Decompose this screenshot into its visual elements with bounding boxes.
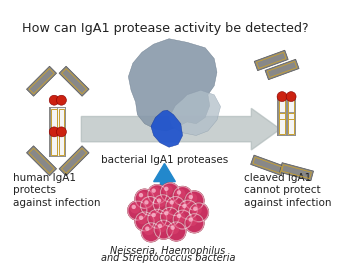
Polygon shape — [277, 96, 287, 121]
Polygon shape — [265, 59, 299, 80]
Polygon shape — [57, 108, 66, 131]
Polygon shape — [59, 146, 89, 176]
Circle shape — [181, 202, 191, 213]
Polygon shape — [279, 163, 314, 181]
Circle shape — [170, 200, 174, 205]
Circle shape — [182, 204, 187, 208]
FancyArrow shape — [154, 164, 175, 211]
Polygon shape — [56, 107, 66, 132]
Circle shape — [170, 225, 175, 230]
Circle shape — [140, 196, 160, 216]
Circle shape — [164, 211, 169, 215]
Text: bacterial IgA1 proteases: bacterial IgA1 proteases — [101, 155, 228, 165]
Polygon shape — [287, 112, 295, 136]
Circle shape — [160, 183, 180, 202]
Polygon shape — [251, 155, 285, 176]
Polygon shape — [27, 146, 56, 176]
Circle shape — [130, 203, 140, 213]
Circle shape — [160, 207, 180, 227]
Circle shape — [152, 213, 156, 217]
Circle shape — [188, 217, 193, 222]
Polygon shape — [59, 66, 89, 96]
Circle shape — [173, 186, 193, 206]
Circle shape — [56, 127, 66, 137]
Circle shape — [147, 209, 167, 228]
Polygon shape — [151, 110, 183, 147]
FancyArrow shape — [81, 108, 280, 150]
Polygon shape — [128, 39, 217, 131]
Circle shape — [193, 207, 197, 211]
Circle shape — [189, 202, 209, 222]
Circle shape — [177, 214, 181, 218]
Polygon shape — [278, 112, 286, 136]
Circle shape — [177, 190, 181, 195]
Circle shape — [157, 199, 161, 203]
Circle shape — [139, 216, 143, 220]
Circle shape — [145, 227, 149, 231]
Circle shape — [178, 200, 198, 220]
Circle shape — [135, 189, 155, 209]
Circle shape — [150, 187, 160, 197]
Polygon shape — [56, 132, 66, 157]
Circle shape — [175, 189, 185, 199]
Circle shape — [187, 216, 197, 226]
Circle shape — [168, 199, 178, 209]
Circle shape — [169, 224, 179, 234]
Circle shape — [164, 187, 169, 191]
Circle shape — [139, 193, 143, 197]
Text: and Streptococcus bacteria: and Streptococcus bacteria — [101, 253, 235, 263]
Circle shape — [132, 205, 136, 209]
Circle shape — [277, 92, 287, 102]
Polygon shape — [50, 108, 58, 131]
Circle shape — [143, 199, 153, 209]
Text: cleaved IgA1
cannot protect
against infection: cleaved IgA1 cannot protect against infe… — [244, 172, 332, 208]
Circle shape — [153, 194, 173, 214]
Polygon shape — [49, 132, 59, 157]
Circle shape — [147, 184, 167, 204]
Polygon shape — [277, 111, 287, 136]
Polygon shape — [57, 133, 66, 156]
Circle shape — [154, 220, 173, 239]
Circle shape — [162, 209, 173, 220]
Circle shape — [150, 211, 160, 221]
Circle shape — [192, 205, 202, 215]
Text: human IgA1
protects
against infection: human IgA1 protects against infection — [13, 172, 100, 208]
Circle shape — [188, 195, 193, 199]
Circle shape — [56, 95, 66, 105]
Circle shape — [152, 188, 156, 193]
Circle shape — [141, 222, 161, 242]
Circle shape — [173, 210, 193, 230]
Circle shape — [49, 95, 59, 105]
Circle shape — [49, 127, 59, 137]
Circle shape — [158, 224, 162, 228]
Circle shape — [137, 214, 147, 224]
Circle shape — [144, 200, 149, 205]
Circle shape — [128, 200, 147, 220]
Circle shape — [137, 191, 147, 202]
Polygon shape — [286, 96, 296, 121]
Polygon shape — [254, 50, 288, 71]
Polygon shape — [50, 133, 58, 156]
Circle shape — [175, 212, 185, 223]
Circle shape — [166, 221, 186, 241]
Circle shape — [166, 196, 185, 216]
Circle shape — [184, 191, 204, 211]
Circle shape — [135, 211, 155, 231]
Circle shape — [286, 92, 296, 102]
Polygon shape — [169, 90, 221, 136]
Polygon shape — [278, 97, 286, 120]
Circle shape — [156, 222, 167, 232]
Circle shape — [144, 225, 154, 235]
Text: Neisseria, Haemophilus: Neisseria, Haemophilus — [110, 246, 226, 256]
Polygon shape — [49, 107, 59, 132]
Circle shape — [155, 197, 166, 207]
Circle shape — [187, 193, 197, 204]
Polygon shape — [27, 66, 56, 96]
Circle shape — [184, 213, 204, 233]
Text: How can IgA1 protease activity be detected?: How can IgA1 protease activity be detect… — [22, 22, 309, 34]
Circle shape — [162, 185, 173, 195]
Polygon shape — [287, 97, 295, 120]
Polygon shape — [286, 111, 296, 136]
